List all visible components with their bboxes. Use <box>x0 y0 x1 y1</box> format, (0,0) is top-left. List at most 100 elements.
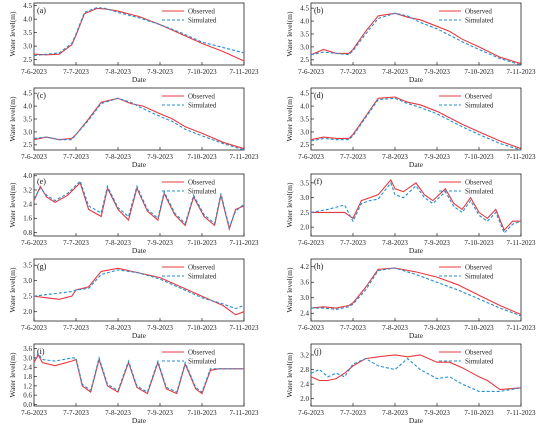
y-tick-label: 1.8 <box>23 373 32 381</box>
x-tick-label: 7-7-2023 <box>63 324 89 332</box>
y-tick-label: 3.5 <box>300 30 309 38</box>
x-tick-label: 7-7-2023 <box>63 239 89 247</box>
y-tick-label: 1.6 <box>23 215 32 223</box>
y-axis-title: Water level(m) <box>285 267 294 312</box>
x-axis-title: Date <box>409 416 424 425</box>
observed-series-line <box>311 178 521 232</box>
y-tick-label: 2.5 <box>300 141 309 149</box>
y-tick-label: 4.5 <box>300 90 309 98</box>
x-tick-label: 7-8-2023 <box>105 324 131 332</box>
legend-simulated-label: Simulated <box>465 358 494 366</box>
y-tick-label: 0.0 <box>23 401 32 409</box>
x-tick-label: 7-6-2023 <box>298 409 324 417</box>
x-tick-label: 7-11-2023 <box>507 239 536 247</box>
x-tick-label: 7-6-2023 <box>298 153 324 161</box>
x-tick-label: 7-8-2023 <box>382 153 408 161</box>
legend-simulated-label: Simulated <box>188 273 217 281</box>
x-tick-label: 7-11-2023 <box>507 68 536 76</box>
panel-label: (j) <box>314 347 322 356</box>
x-tick-label: 7-9-2023 <box>424 153 450 161</box>
legend-simulated-label: Simulated <box>465 273 494 281</box>
y-tick-label: 3.0 <box>300 194 309 202</box>
y-tick-label: 4.0 <box>23 16 32 24</box>
y-tick-label: 4.0 <box>300 17 309 25</box>
simulated-series-line <box>33 97 245 151</box>
y-tick-label: 2.5 <box>23 141 32 149</box>
simulated-series-line <box>33 269 245 310</box>
plot-frame <box>310 258 522 322</box>
x-tick-label: 7-6-2023 <box>21 68 47 76</box>
plot-frame <box>33 2 245 66</box>
chart-panel: 0.00.6 1.21.82.4 3.03.6 7-6-2023 7-7-2023 7-8… <box>8 343 259 425</box>
x-tick-label: 7-10-2023 <box>187 68 217 76</box>
panel-label: (d) <box>314 91 324 100</box>
y-tick-label: 2.0 <box>23 308 32 316</box>
chart-panel: 2.0 2.5 3.0 3.5 7-6-2023 7-7-2023 7-8-2023 7-9-… <box>285 173 536 255</box>
panel-label: (e) <box>37 177 46 186</box>
x-tick-label: 7-9-2023 <box>147 68 173 76</box>
y-tick-label: 3.5 <box>23 115 32 123</box>
y-axis-title: Water level(m) <box>8 182 17 227</box>
legend-observed-label: Observed <box>465 93 492 101</box>
x-tick-label: 7-7-2023 <box>340 153 366 161</box>
x-tick-label: 7-6-2023 <box>21 239 47 247</box>
y-tick-label: 3.0 <box>300 294 309 302</box>
x-tick-label: 7-7-2023 <box>340 409 366 417</box>
plot-frame <box>310 343 522 407</box>
x-tick-label: 7-11-2023 <box>230 409 259 417</box>
x-tick-label: 7-11-2023 <box>507 409 536 417</box>
observed-series-line <box>33 97 245 150</box>
x-tick-label: 7-11-2023 <box>230 153 259 161</box>
legend-simulated-label: Simulated <box>188 17 217 25</box>
x-tick-label: 7-6-2023 <box>298 68 324 76</box>
y-axis-title: Water level(m) <box>285 96 294 141</box>
x-axis-title: Date <box>132 416 147 425</box>
plot-frame <box>310 173 522 237</box>
x-tick-label: 7-10-2023 <box>464 153 494 161</box>
x-axis-title: Date <box>409 160 424 169</box>
y-tick-label: 0.6 <box>23 392 32 400</box>
y-tick-label: 1.2 <box>23 382 32 390</box>
legend-observed-label: Observed <box>188 264 215 272</box>
x-tick-label: 7-7-2023 <box>63 409 89 417</box>
x-tick-label: 7-9-2023 <box>424 68 450 76</box>
chart-panel: 2.5 3.0 3.5 4.0 4.5 7-6-2023 7-7-2023 7-8-2023 7… <box>285 87 536 169</box>
legend-observed-label: Observed <box>188 93 215 101</box>
chart-panel: 2.0 2.4 2.8 3.2 7-6-2023 7-7-2023 7-8-2023 7-9-… <box>285 343 536 425</box>
y-tick-label: 3.2 <box>300 351 309 359</box>
legend-simulated-label: Simulated <box>465 102 494 110</box>
x-tick-label: 7-11-2023 <box>507 153 536 161</box>
legend-observed-label: Observed <box>188 349 215 357</box>
x-tick-label: 7-6-2023 <box>21 409 47 417</box>
y-tick-label: 3.0 <box>300 43 309 51</box>
x-tick-label: 7-9-2023 <box>147 409 173 417</box>
simulated-series-line <box>33 352 244 393</box>
y-tick-label: 3.0 <box>23 277 32 285</box>
y-tick-label: 2.5 <box>300 209 309 217</box>
y-tick-label: 2.4 <box>300 310 309 318</box>
x-tick-label: 7-8-2023 <box>382 324 408 332</box>
y-tick-label: 2.8 <box>300 366 309 374</box>
plot-frame <box>33 343 245 407</box>
x-tick-label: 7-9-2023 <box>147 239 173 247</box>
legend-simulated-label: Simulated <box>465 17 494 25</box>
x-axis-title: Date <box>409 331 424 340</box>
x-tick-label: 7-11-2023 <box>230 324 259 332</box>
observed-series-line <box>310 354 522 391</box>
y-tick-label: 4.5 <box>23 90 32 98</box>
chart-panel: 2.5 3.0 3.5 4.0 4.5 7-6-2023 7-7-2023 7-8-2023 7… <box>8 87 259 169</box>
simulated-series-line <box>311 267 522 317</box>
x-tick-label: 7-7-2023 <box>340 68 366 76</box>
legend-observed-label: Observed <box>188 8 215 16</box>
legend-simulated-label: Simulated <box>465 188 494 196</box>
y-tick-label: 3.5 <box>300 115 309 123</box>
x-axis-title: Date <box>132 331 147 340</box>
y-tick-label: 2.4 <box>23 364 32 372</box>
panel-label: (b) <box>314 6 324 15</box>
y-axis-title: Water level(m) <box>285 182 294 227</box>
panel-label: (a) <box>37 6 46 15</box>
simulated-series-line <box>310 357 522 392</box>
simulated-series-line <box>310 97 522 151</box>
y-tick-label: 3.0 <box>23 354 32 362</box>
y-tick-label: 2.4 <box>300 381 309 389</box>
